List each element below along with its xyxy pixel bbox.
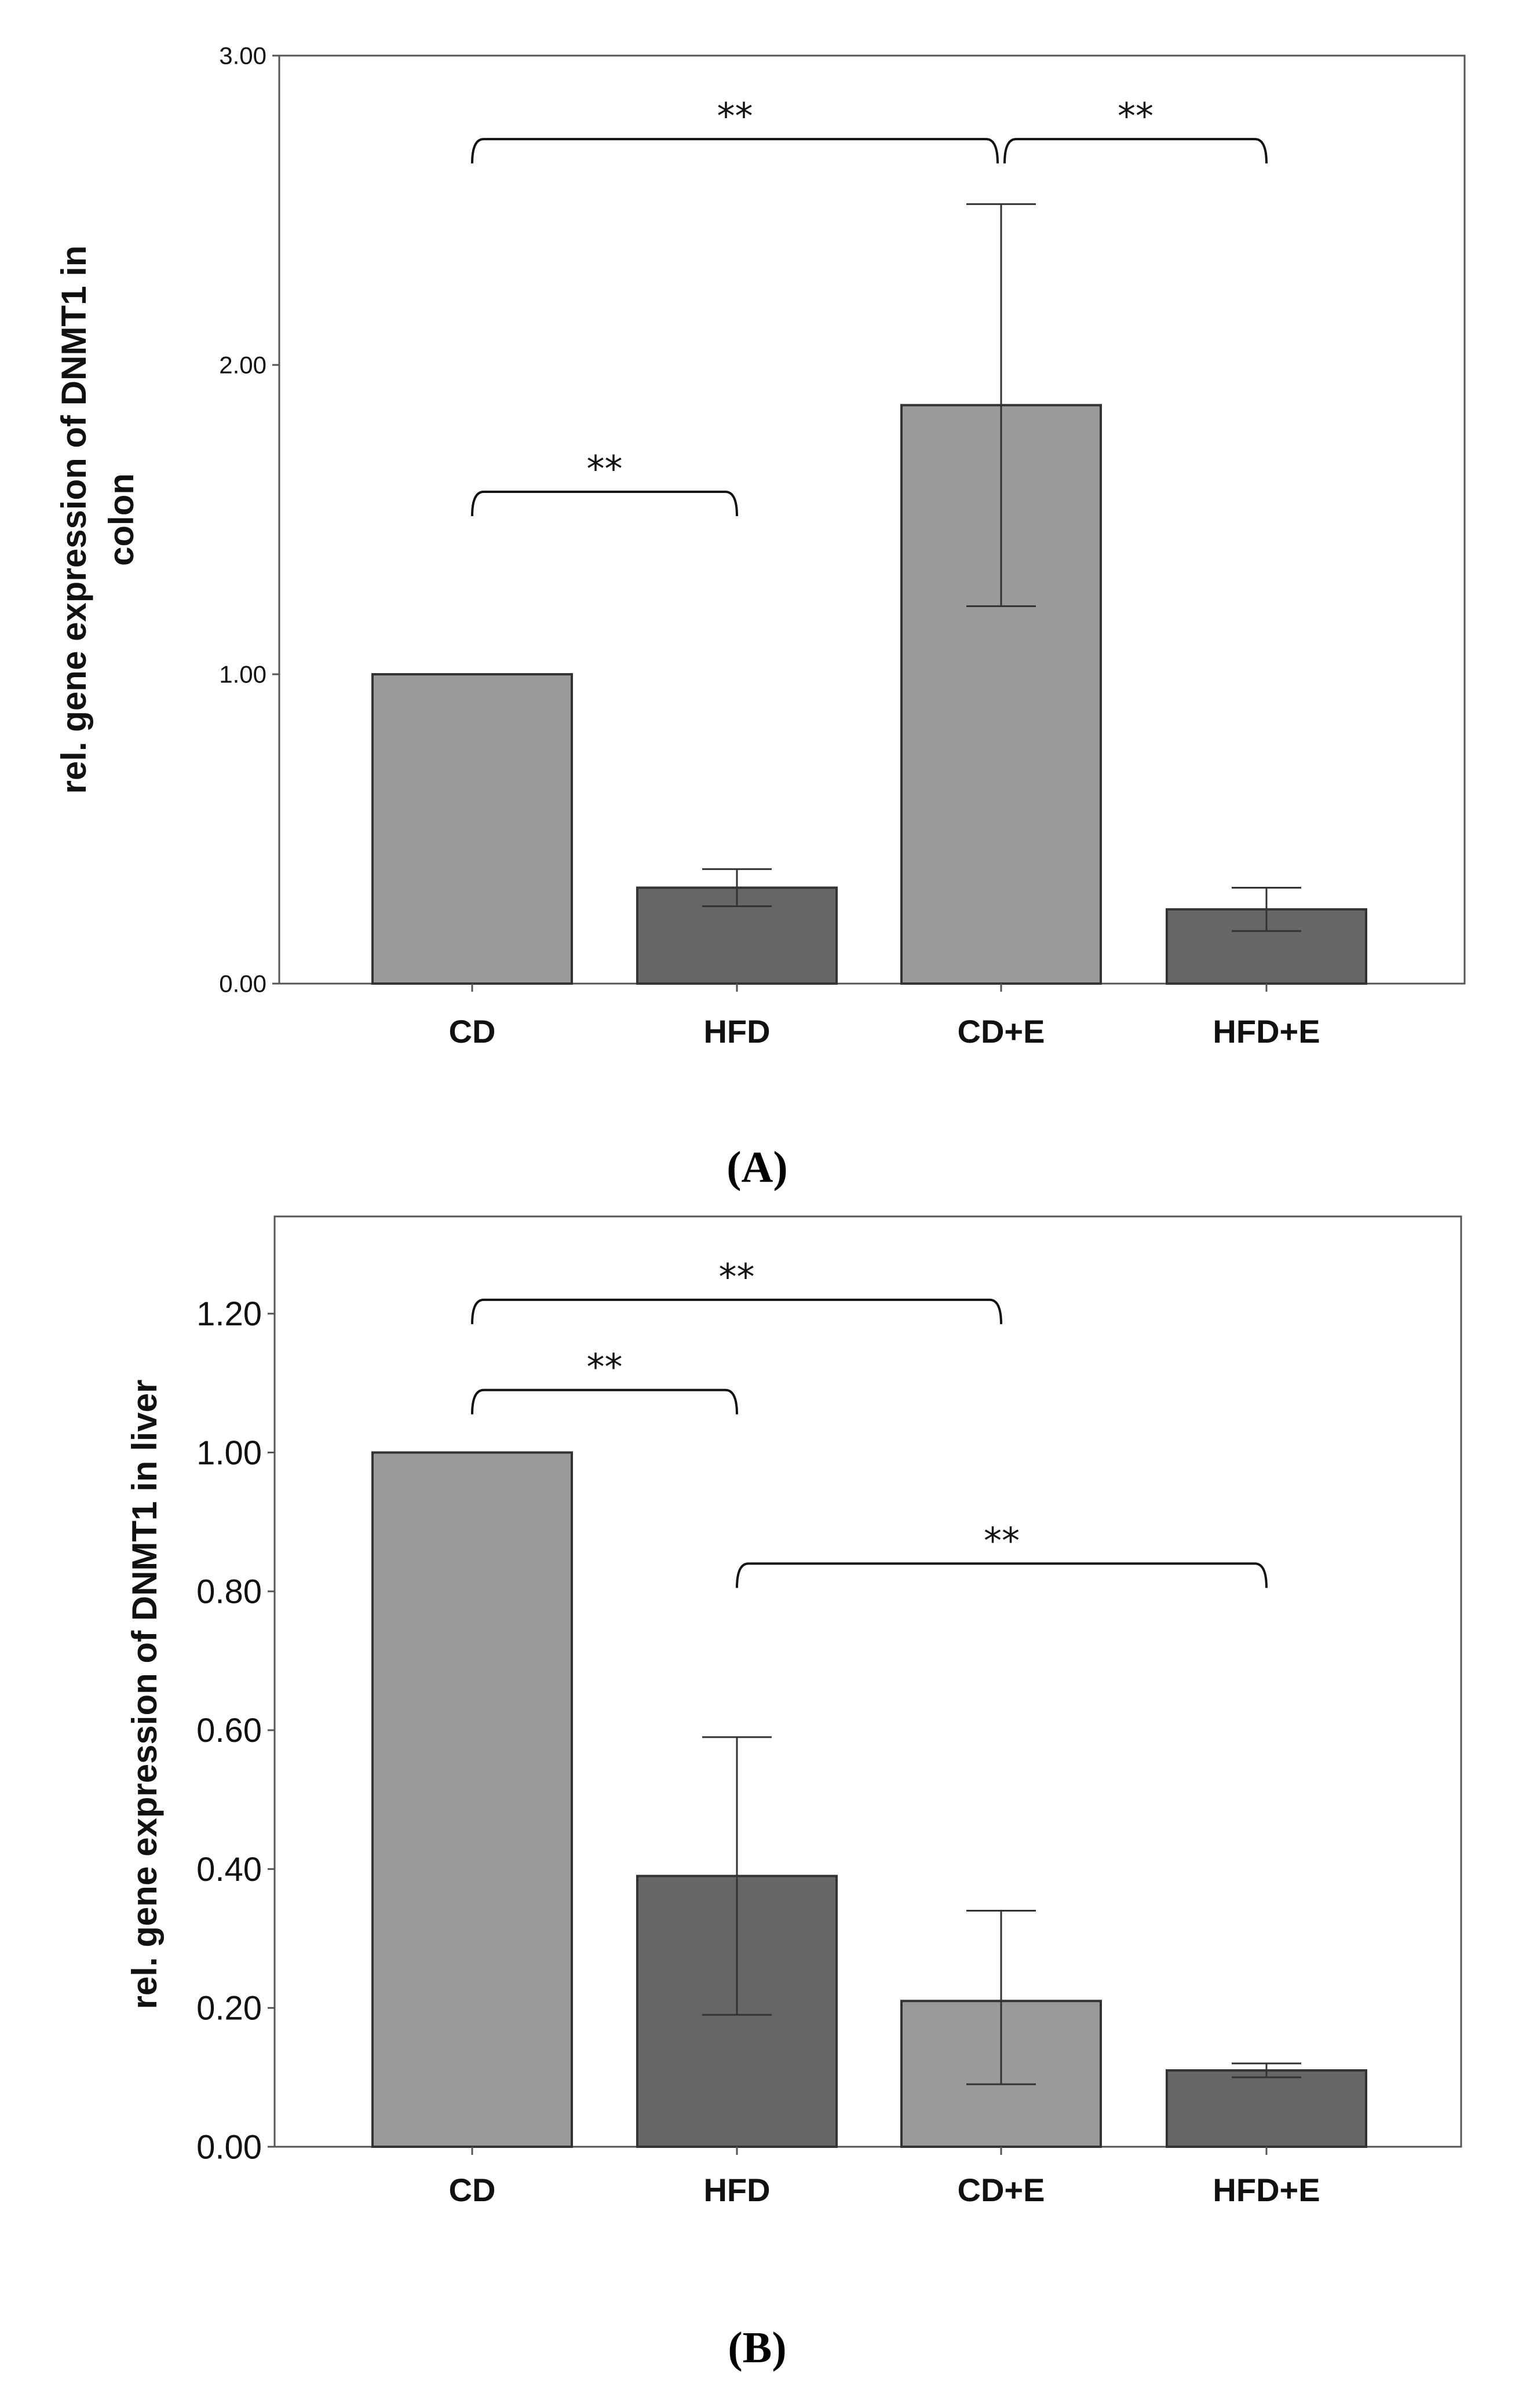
- significance-bracket-line: [471, 490, 738, 516]
- significance-bracket-line: [471, 138, 999, 164]
- panel-label: (B): [728, 2323, 786, 2372]
- y-axis-label-line: colon: [102, 473, 141, 566]
- significance-bracket: **: [471, 1256, 1002, 1324]
- panel-label: (A): [727, 1143, 788, 1192]
- error-bar: [702, 1736, 772, 2016]
- significance-label: **: [587, 448, 623, 490]
- error-bar: [966, 203, 1036, 608]
- x-category-label: HFD+E: [1213, 1013, 1320, 1050]
- chart-panel-a: 0.00 1.00 2.00 3.00 CD HFD CD+E HFD+E ** ** ** rel.…: [54, 42, 1466, 1192]
- y-tick-label: 1.00: [196, 1434, 262, 1472]
- significance-bracket: **: [471, 95, 999, 164]
- y-axis-label: rel. gene expression of DNMT1 in liver: [125, 1380, 164, 2009]
- y-axis-label-line: rel. gene expression of DNMT1 in: [54, 246, 93, 794]
- significance-bracket-line: [736, 1562, 1268, 1588]
- chart-panel-b: 0.00 0.20 0.40 0.60 0.80 1.00 1.20 CD HFD CD+E HFD…: [125, 1215, 1462, 2372]
- significance-bracket-line: [1003, 138, 1268, 164]
- significance-bracket-line: [471, 1298, 1002, 1324]
- error-bar: [1232, 2062, 1301, 2078]
- x-category-label: HFD: [703, 2172, 770, 2208]
- x-category-label: CD+E: [958, 2172, 1045, 2208]
- significance-bracket-line: [471, 1388, 738, 1415]
- significance-bracket: **: [471, 448, 738, 516]
- significance-label: **: [717, 95, 753, 137]
- y-tick-label: 0.20: [196, 1990, 262, 2027]
- plot-frame: [273, 1215, 1462, 2148]
- x-category-label: CD: [449, 2172, 496, 2208]
- significance-label: **: [984, 1519, 1020, 1562]
- y-tick-label: 0.80: [196, 1573, 262, 1610]
- x-category-label: HFD+E: [1213, 2172, 1320, 2208]
- y-tick-label: 0.40: [196, 1851, 262, 1888]
- x-category-label: CD: [449, 1013, 496, 1050]
- y-tick-label: 1.20: [196, 1295, 262, 1333]
- y-tick-label: 1.00: [219, 661, 267, 688]
- error-bar: [702, 868, 772, 907]
- y-axis-label-line: rel. gene expression of DNMT1 in liver: [125, 1380, 164, 2009]
- y-tick-label: 0.60: [196, 1712, 262, 1749]
- significance-bracket: **: [1003, 95, 1268, 164]
- error-bar: [966, 1910, 1036, 2085]
- significance-label: **: [719, 1256, 755, 1298]
- significance-label: **: [1118, 95, 1153, 137]
- significance-bracket: **: [471, 1346, 738, 1415]
- y-tick-label: 2.00: [219, 352, 267, 379]
- error-bar: [1232, 886, 1301, 932]
- bar-cd: [371, 673, 573, 985]
- significance-label: **: [587, 1346, 623, 1388]
- y-tick-label: 3.00: [219, 42, 267, 70]
- bar-hfd-plus-e: [1166, 2069, 1367, 2148]
- y-tick-label: 0.00: [196, 2128, 262, 2166]
- plot-frame: [278, 54, 1466, 985]
- y-tick-label: 0.00: [219, 970, 267, 997]
- x-category-label: HFD: [703, 1013, 770, 1050]
- x-category-label: CD+E: [958, 1013, 1045, 1050]
- bar-cd: [371, 1451, 573, 2148]
- significance-bracket: **: [736, 1519, 1268, 1588]
- y-axis-label: rel. gene expression of DNMT1 in colon: [54, 246, 141, 794]
